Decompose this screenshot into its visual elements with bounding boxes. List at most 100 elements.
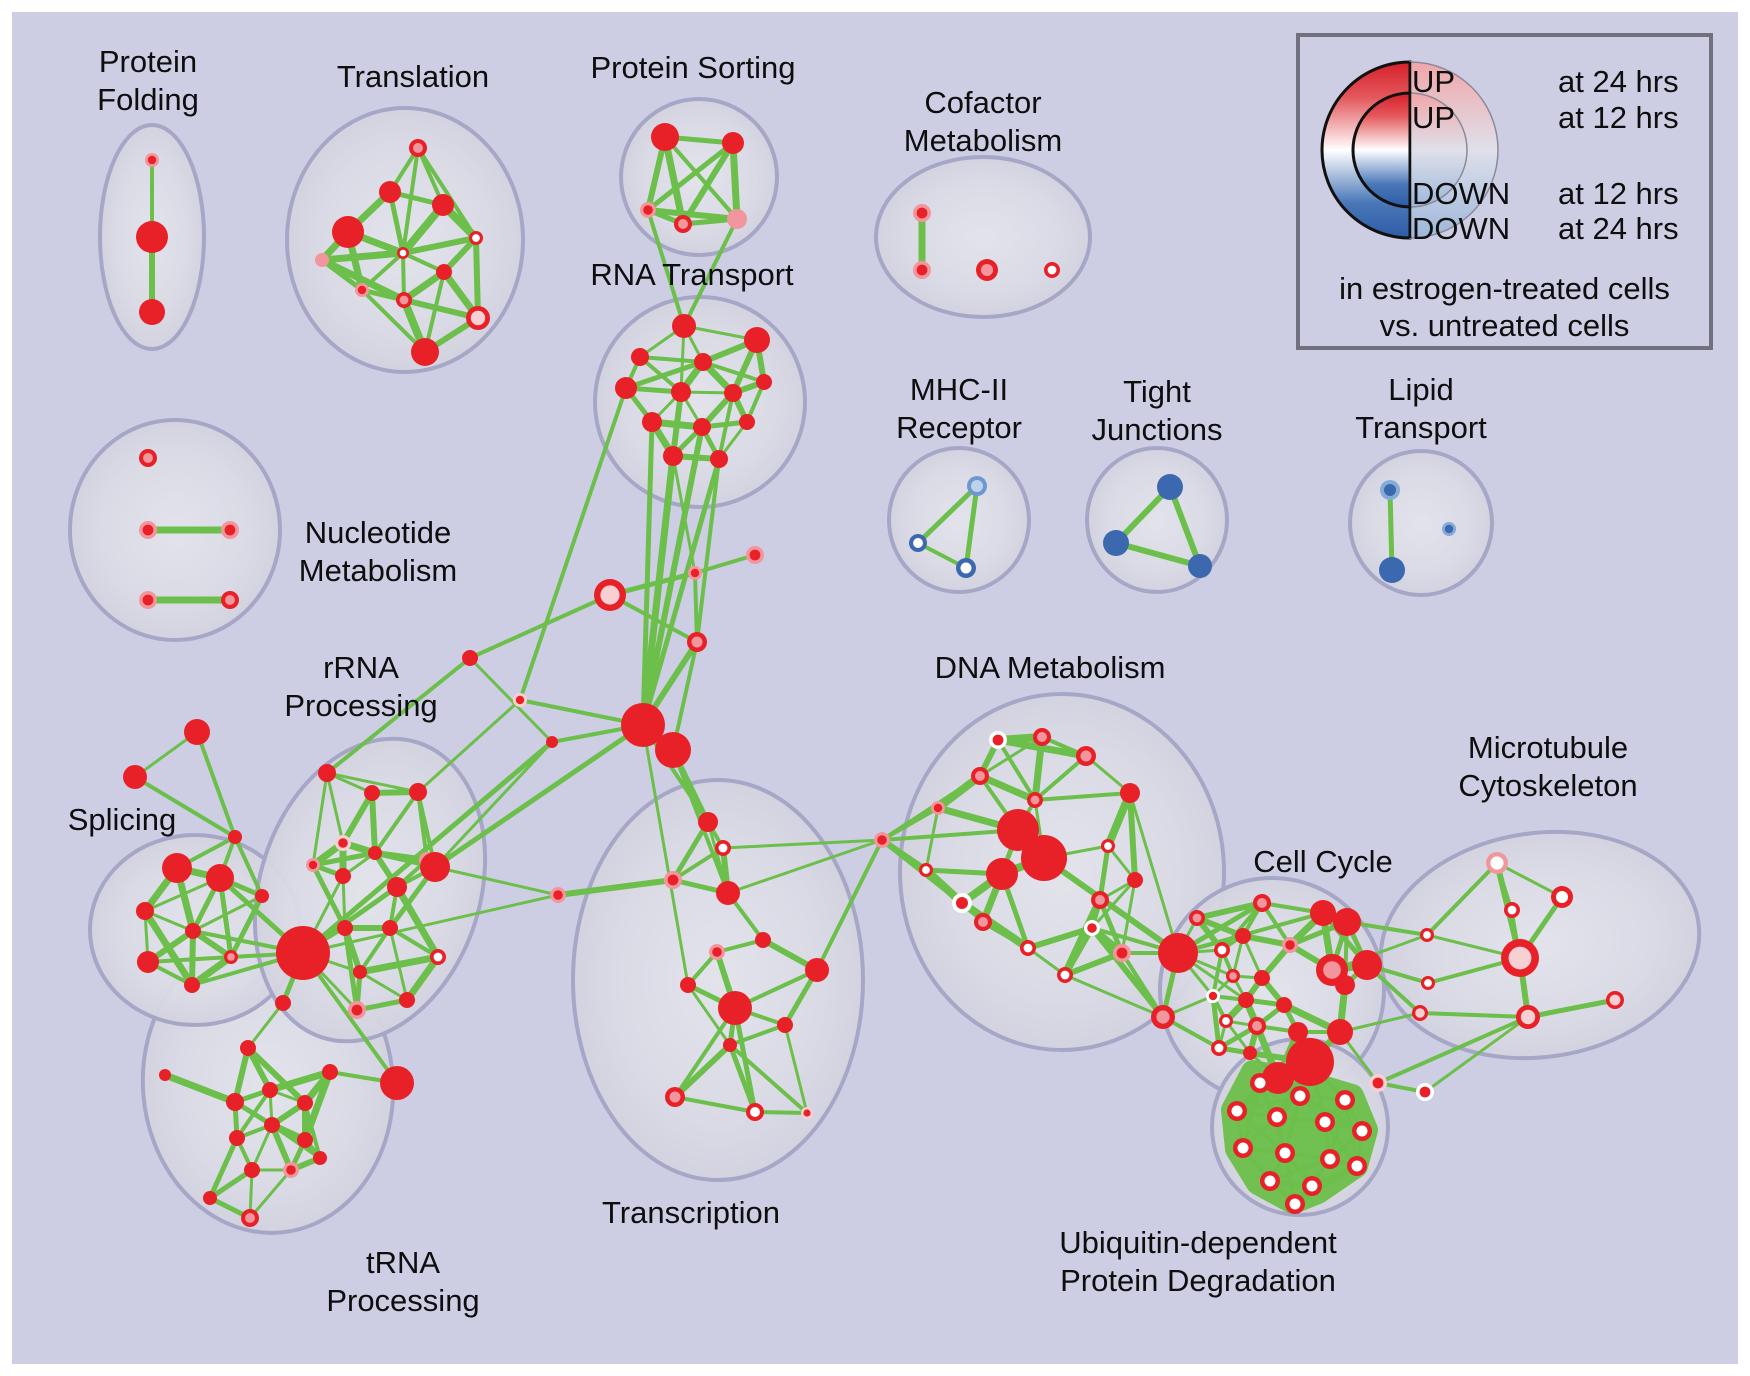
node-C16-outer (1288, 1022, 1308, 1042)
node-CM0-inner (916, 207, 928, 219)
node-PS1-outer (722, 132, 744, 154)
network-edge (963, 483, 980, 571)
label-splicing: Splicing (67, 802, 177, 837)
network-edge (1167, 484, 1203, 569)
node-D15-inner (1087, 923, 1097, 933)
network-edge (721, 838, 884, 850)
network-edge (195, 730, 237, 839)
network-edge (641, 723, 690, 987)
node-B0-outer (1158, 933, 1198, 973)
network-edge (717, 391, 735, 461)
node-M4-inner (1555, 890, 1569, 904)
node-X3-inner (553, 890, 563, 900)
label-mhc2-receptor: MHC-II Receptor (896, 372, 1022, 445)
node-CH4-outer (621, 703, 665, 747)
network-edge (639, 452, 677, 729)
legend-row1-state: UP (1412, 64, 1456, 99)
node-M6-inner (1508, 946, 1532, 970)
node-TJ0-outer (1157, 474, 1183, 500)
network-edge (433, 865, 560, 897)
network-edge (369, 790, 378, 856)
network-edge (400, 235, 479, 256)
network-edge (996, 738, 1037, 802)
legend-row3-state: DOWN (1412, 176, 1511, 211)
node-TR12-outer (313, 1151, 327, 1165)
node-X8-outer (805, 958, 829, 982)
node-C23-outer (1262, 1062, 1294, 1094)
network-edge (318, 256, 408, 304)
network-edge (671, 640, 699, 752)
node-D16-inner (1023, 943, 1033, 953)
node-U9-inner (1324, 1153, 1336, 1165)
node-RR13-inner (433, 952, 443, 962)
node-T0-inner (413, 143, 423, 153)
node-T10-outer (411, 338, 439, 366)
node-CH3-inner (691, 636, 703, 648)
network-edge (924, 806, 940, 872)
network-edge (233, 835, 264, 898)
node-LT2-inner (1444, 524, 1454, 534)
legend: UP at 24 hrs UP at 12 hrs DOWN at 12 hrs… (1296, 33, 1713, 350)
node-TR11-inner (286, 1165, 296, 1175)
node-RT10-outer (739, 414, 755, 430)
node-T1-outer (332, 216, 364, 248)
network-edge (1210, 993, 1222, 1051)
network-edge (1293, 1164, 1359, 1206)
node-T6-outer (436, 264, 452, 280)
node-RT9-outer (693, 418, 711, 436)
network-edge (141, 907, 196, 989)
node-M10-inner (1419, 1086, 1431, 1098)
network-edge (1343, 1098, 1359, 1168)
node-RT11-outer (663, 446, 683, 466)
network-edge (978, 735, 1044, 778)
label-protein-sorting: Protein Sorting (590, 50, 796, 85)
node-SP10-outer (255, 889, 269, 903)
network-edge (673, 1095, 757, 1114)
node-SP4-outer (206, 864, 234, 892)
node-D19-inner (1095, 895, 1105, 905)
network-edge (686, 983, 732, 1047)
node-SP8-outer (184, 977, 200, 993)
cluster-bubble-tight-junctions (1085, 446, 1229, 594)
node-M3-inner (1490, 856, 1504, 870)
network-edge (300, 739, 555, 956)
node-D0-inner (992, 734, 1004, 746)
network-edge (401, 297, 481, 321)
network-edge (207, 1167, 255, 1201)
node-RR10-outer (276, 926, 330, 980)
node-D18-inner (1060, 970, 1070, 980)
node-TR4-outer (226, 1093, 244, 1111)
node-C3-outer (1333, 908, 1361, 936)
node-CM2-inner (980, 263, 994, 277)
node-U1-inner (1294, 1090, 1306, 1102)
node-U0-inner (1254, 1077, 1266, 1089)
legend-node-glyph (1320, 60, 1499, 240)
node-RT8-outer (642, 412, 662, 432)
node-SP3-outer (162, 853, 192, 883)
node-CH6-outer (546, 736, 558, 748)
network-edge (1128, 791, 1180, 955)
node-MH1-inner (913, 538, 923, 548)
network-edge (732, 1005, 758, 1115)
node-C4-outer (1235, 928, 1251, 944)
network-edge (360, 288, 427, 354)
network-edge (191, 894, 264, 933)
node-X12-inner (669, 1091, 681, 1103)
node-T11-outer (315, 253, 329, 267)
node-RT6-outer (724, 384, 742, 402)
node-TR0-outer (275, 995, 291, 1011)
legend-note-line1: in estrogen-treated cells (1339, 271, 1670, 306)
label-dna-metabolism: DNA Metabolism (934, 650, 1166, 685)
node-TR7-outer (229, 1130, 245, 1146)
node-TR2-outer (380, 1066, 414, 1100)
network-edge (645, 140, 736, 213)
network-edge (133, 775, 237, 839)
node-X2-inner (667, 874, 679, 886)
network-edge (310, 850, 378, 868)
network-edge (245, 1045, 308, 1106)
network-edge (1127, 790, 1138, 883)
nodes-layer (123, 123, 1624, 1227)
label-rna-transport: RNA Transport (590, 257, 794, 292)
node-C12-outer (1238, 992, 1254, 1008)
label-nucleotide-metabolism: Nucleotide Metabolism (298, 515, 458, 588)
